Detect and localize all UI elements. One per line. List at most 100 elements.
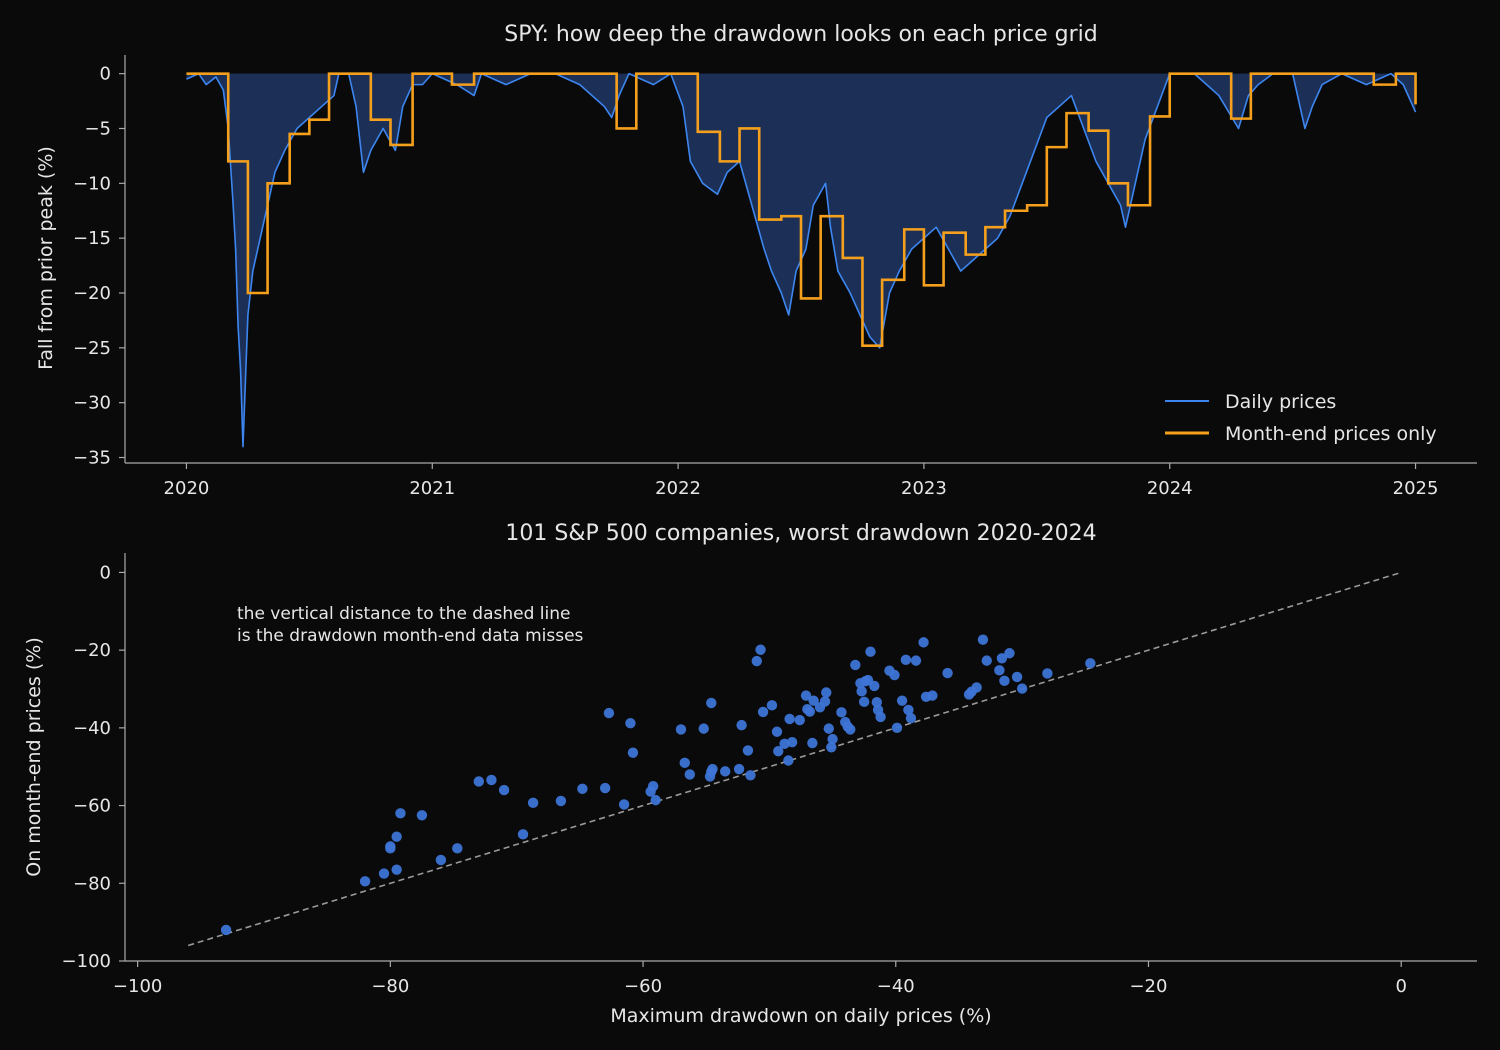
scatter-point	[996, 653, 1008, 664]
scatter-point	[826, 742, 837, 753]
scatter-point	[896, 695, 908, 706]
scatter-point	[1042, 668, 1053, 679]
scatter-point	[773, 745, 784, 757]
scatter-point	[808, 695, 819, 706]
top-x-tick-label: 2023	[901, 478, 947, 499]
bottom-y-tick-label: −20	[73, 640, 111, 661]
scatter-point	[807, 737, 818, 749]
top-y-tick-label: −15	[73, 228, 111, 249]
scatter-point	[378, 868, 390, 879]
scatter-point	[391, 831, 402, 842]
scatter-point	[745, 770, 756, 781]
scatter-point	[845, 724, 856, 735]
scatter-point	[435, 854, 447, 866]
scatter-point	[786, 737, 798, 748]
bottom-x-tick-label: −100	[113, 976, 162, 997]
scatter-point	[994, 665, 1005, 676]
scatter-point	[823, 723, 834, 734]
scatter-point	[603, 707, 615, 719]
scatter-point	[977, 634, 989, 645]
scatter-point	[555, 795, 567, 807]
bottom-chart-title: 101 S&P 500 companies, worst drawdown 20…	[505, 521, 1096, 546]
scatter-point	[819, 696, 831, 707]
scatter-point	[891, 722, 903, 734]
scatter-point	[794, 714, 805, 726]
scatter-point	[391, 864, 402, 875]
scatter-point	[858, 696, 870, 708]
scatter-point	[784, 713, 795, 725]
scatter-point	[999, 675, 1010, 687]
bottom-x-axis-label: Maximum drawdown on daily prices (%)	[610, 1005, 991, 1027]
scatter-point	[1085, 658, 1096, 669]
scatter-point	[736, 719, 747, 731]
top-x-tick-label: 2022	[655, 478, 701, 499]
scatter-point	[1011, 671, 1023, 683]
reference-diagonal-line	[187, 571, 1402, 947]
annotation-line-2: is the drawdown month-end data misses	[237, 626, 584, 646]
scatter-point	[679, 757, 690, 769]
annotation-line-1: the vertical distance to the dashed line	[237, 604, 570, 624]
scatter-point	[707, 763, 718, 775]
top-plot-area: 2020 2021 2022 2023 2024 2025 0 −5 −10 −15 −20 −25 −…	[73, 55, 1477, 499]
scatter-point	[865, 646, 876, 657]
scatter-point	[766, 700, 778, 711]
scatter-point	[698, 723, 709, 734]
top-x-tick-label: 2021	[409, 478, 455, 499]
bottom-y-axis-label: On month-end prices (%)	[23, 637, 45, 877]
scatter-point	[905, 712, 917, 724]
scatter-point	[889, 669, 900, 681]
bottom-y-tick-label: −100	[62, 951, 111, 972]
scatter-point	[751, 655, 762, 667]
scatter-point	[871, 697, 883, 708]
top-y-axis-label: Fall from prior peak (%)	[35, 146, 57, 370]
scatter-point	[856, 686, 867, 697]
scatter-point	[416, 810, 428, 821]
bottom-x-tick-label: 0	[1395, 976, 1406, 997]
scatter-point	[903, 704, 914, 716]
top-y-tick-label: −5	[84, 118, 111, 139]
scatter-point	[486, 774, 497, 786]
month-end-prices-step-line	[186, 72, 1417, 347]
scatter-point	[618, 799, 630, 810]
scatter-point	[719, 766, 731, 777]
scatter-point	[869, 680, 880, 692]
scatter-point	[625, 717, 636, 729]
scatter-point	[850, 659, 861, 671]
top-y-tick-label: −25	[73, 338, 111, 359]
daily-prices-line	[186, 72, 1417, 448]
scatter-point	[821, 687, 832, 698]
top-x-tick-label: 2025	[1393, 478, 1439, 499]
bottom-x-tick-label: −80	[371, 976, 409, 997]
scatter-point	[827, 733, 838, 745]
scatter-point	[599, 782, 611, 794]
scatter-point	[783, 755, 794, 766]
scatter-point	[971, 682, 982, 693]
scatter-point	[385, 841, 396, 852]
bottom-y-tick-label: −60	[73, 796, 111, 817]
scatter-point	[650, 794, 661, 806]
legend-label-daily: Daily prices	[1225, 391, 1336, 413]
scatter-point	[359, 876, 371, 887]
scatter-point	[771, 726, 783, 737]
scatter-point	[627, 747, 639, 758]
scatter-point	[452, 843, 463, 854]
scatter-point	[733, 763, 745, 775]
scatter-point	[757, 706, 769, 718]
bottom-y-tick-label: −40	[73, 718, 111, 739]
scatter-point	[910, 655, 922, 666]
scatter-point	[804, 706, 816, 717]
scatter-point	[1016, 683, 1028, 694]
top-x-tick-label: 2024	[1147, 478, 1193, 499]
scatter-chart: 101 S&P 500 companies, worst drawdown 20…	[23, 521, 1477, 1027]
drawdown-chart: SPY: how deep the drawdown looks on each…	[35, 22, 1477, 499]
bottom-plot-area: −100 −80 −60 −40 −20 0 0 −20 −40 −60 −80 −100	[62, 553, 1477, 997]
scatter-point	[647, 780, 659, 792]
scatter-point	[395, 808, 406, 819]
scatter-point	[527, 797, 539, 809]
scatter-point	[684, 769, 696, 780]
scatter-point	[927, 690, 938, 701]
scatter-point	[473, 776, 484, 787]
top-chart-title: SPY: how deep the drawdown looks on each…	[504, 22, 1098, 47]
scatter-point	[220, 924, 232, 936]
